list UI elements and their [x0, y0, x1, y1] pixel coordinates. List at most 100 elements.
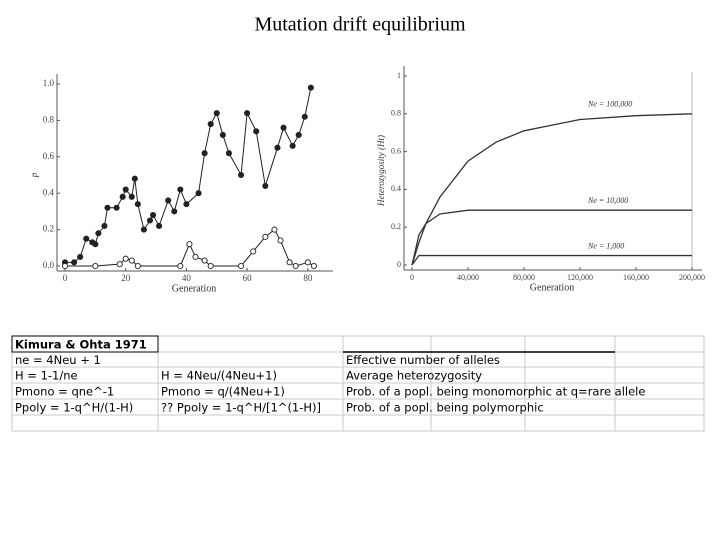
- y-tick-label: 1.0: [43, 78, 55, 88]
- data-point: [83, 235, 90, 242]
- data-point: [274, 144, 281, 151]
- data-point: [207, 262, 214, 270]
- data-point: [113, 204, 120, 211]
- data-point: [286, 259, 293, 266]
- series-line: [411, 113, 693, 266]
- data-point: [289, 142, 296, 149]
- data-point: [237, 262, 245, 270]
- data-point: [134, 262, 141, 270]
- cell-text: ?? Ppoly = 1-q^H/[1^(1-H)]: [161, 401, 321, 415]
- data-point: [262, 233, 269, 240]
- data-point: [225, 150, 232, 157]
- series-line: [411, 209, 692, 266]
- data-point: [195, 190, 202, 197]
- y-axis-label: Heterozygosity (Ht): [376, 135, 386, 207]
- curve-label: Ne = 10,000: [587, 196, 628, 205]
- data-point: [134, 201, 141, 208]
- cell-text: H = 4Neu/(4Neu+1): [161, 369, 277, 383]
- x-axis-label: Generation: [172, 283, 216, 294]
- x-tick-label: 40: [182, 273, 192, 283]
- data-point: [149, 211, 157, 219]
- y-tick-label: 0: [397, 260, 401, 269]
- data-point: [177, 186, 184, 193]
- y-tick-label: 0.4: [391, 184, 401, 193]
- cell-text: Prob. of a popl. being polymorphic: [346, 401, 544, 415]
- data-point: [131, 175, 138, 182]
- data-point: [177, 262, 184, 270]
- y-tick-label: 0.4: [43, 187, 55, 197]
- data-point: [277, 237, 284, 244]
- cell-text: Pmono = q/(4Neu+1): [161, 385, 285, 399]
- y-tick-label: 1: [397, 71, 401, 80]
- cell-text: Average heterozygosity: [346, 369, 482, 383]
- data-point: [310, 262, 317, 270]
- data-point: [71, 259, 78, 266]
- x-tick-label: 200,000: [679, 273, 705, 282]
- data-point: [61, 262, 69, 270]
- data-point: [140, 226, 147, 233]
- data-point: [292, 262, 299, 270]
- curve-label: Ne = 1,000: [587, 241, 624, 250]
- cell-text: Pmono = qne^-1: [15, 385, 114, 399]
- data-point: [237, 171, 245, 179]
- data-point: [244, 110, 251, 117]
- y-tick-label: 0.0: [43, 260, 55, 270]
- data-point: [253, 128, 260, 135]
- data-point: [201, 257, 208, 264]
- data-point: [280, 124, 287, 131]
- data-point: [95, 230, 102, 237]
- data-point: [295, 131, 302, 139]
- slide-title: Mutation drift equilibrium: [254, 14, 466, 36]
- data-point: [116, 261, 123, 268]
- data-point: [219, 131, 226, 139]
- data-point: [146, 217, 154, 224]
- y-tick-label: 0.8: [391, 109, 401, 118]
- data-point: [92, 241, 99, 248]
- data-point: [165, 197, 172, 204]
- x-tick-label: 60: [243, 273, 253, 283]
- data-point: [92, 262, 99, 270]
- x-tick-label: 80: [303, 273, 313, 283]
- x-axis-label: Generation: [530, 282, 574, 293]
- data-point: [307, 84, 314, 91]
- data-point: [122, 255, 129, 262]
- data-point: [250, 248, 257, 255]
- y-tick-label: 0.6: [391, 146, 401, 155]
- data-point: [122, 186, 129, 193]
- data-point: [128, 257, 135, 264]
- cell-text: Effective number of alleles: [346, 353, 500, 367]
- data-point: [171, 208, 178, 215]
- y-tick-label: 0.6: [43, 151, 55, 161]
- data-point: [207, 120, 214, 128]
- data-point: [104, 204, 111, 211]
- data-point: [77, 253, 84, 260]
- cell-text: Prob. of a popl. being monomorphic at q=…: [346, 385, 645, 399]
- cell-text: Ppoly = 1-q^H/(1-H): [15, 401, 133, 415]
- y-tick-label: 0.2: [43, 224, 54, 234]
- data-point: [101, 222, 108, 230]
- data-point: [304, 259, 311, 266]
- data-point: [301, 113, 308, 120]
- y-tick-label: 0.2: [391, 222, 401, 231]
- series-line: [411, 254, 692, 266]
- data-point: [186, 241, 193, 248]
- data-point: [192, 253, 199, 260]
- data-point: [183, 201, 190, 208]
- data-point: [119, 193, 126, 200]
- curve-label: Ne = 100,000: [587, 100, 632, 109]
- cell-text: H = 1-1/ne: [15, 369, 78, 383]
- data-point: [156, 222, 163, 230]
- x-tick-label: 40,000: [457, 273, 479, 282]
- data-point: [128, 193, 135, 200]
- data-point: [271, 226, 278, 233]
- x-tick-label: 160,000: [623, 273, 649, 282]
- x-tick-label: 20: [121, 273, 131, 283]
- x-tick-label: 0: [63, 273, 68, 283]
- header-cell: [11, 335, 159, 353]
- data-point: [262, 182, 269, 189]
- data-point: [213, 110, 220, 117]
- x-tick-label: 80,000: [513, 273, 535, 282]
- header-text: Kimura & Ohta 1971: [15, 338, 147, 352]
